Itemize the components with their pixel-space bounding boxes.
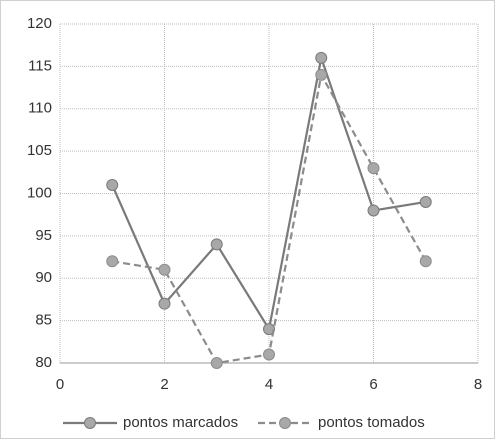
data-point (158, 297, 171, 310)
data-point (419, 255, 432, 268)
data-point (106, 255, 119, 268)
data-point (210, 357, 223, 369)
data-point (315, 51, 328, 64)
data-point (210, 238, 223, 251)
x-tick-label: 2 (160, 376, 168, 393)
data-point (158, 263, 171, 276)
legend-label: pontos marcados (123, 414, 238, 431)
data-point (419, 195, 432, 208)
y-tick-label: 95 (35, 227, 52, 244)
data-point (367, 204, 380, 217)
x-tick-label: 8 (474, 376, 482, 393)
y-tick-label: 105 (27, 142, 52, 159)
legend-marker (84, 417, 96, 429)
data-point (367, 162, 380, 175)
y-tick-label: 80 (35, 354, 52, 371)
legend-marker (279, 417, 291, 429)
x-tick-label: 0 (56, 376, 64, 393)
y-tick-label: 120 (27, 15, 52, 32)
data-point (263, 348, 275, 361)
legend-label: pontos tomados (318, 414, 425, 431)
data-point (106, 179, 119, 192)
x-tick-label: 6 (369, 376, 377, 393)
y-tick-label: 85 (35, 312, 52, 329)
x-tick-label: 4 (265, 376, 273, 393)
y-tick-label: 110 (28, 100, 52, 117)
data-point (315, 68, 328, 81)
data-point (263, 323, 275, 336)
y-tick-label: 100 (27, 184, 52, 201)
y-tick-label: 90 (35, 269, 52, 286)
y-tick-label: 115 (28, 57, 52, 74)
